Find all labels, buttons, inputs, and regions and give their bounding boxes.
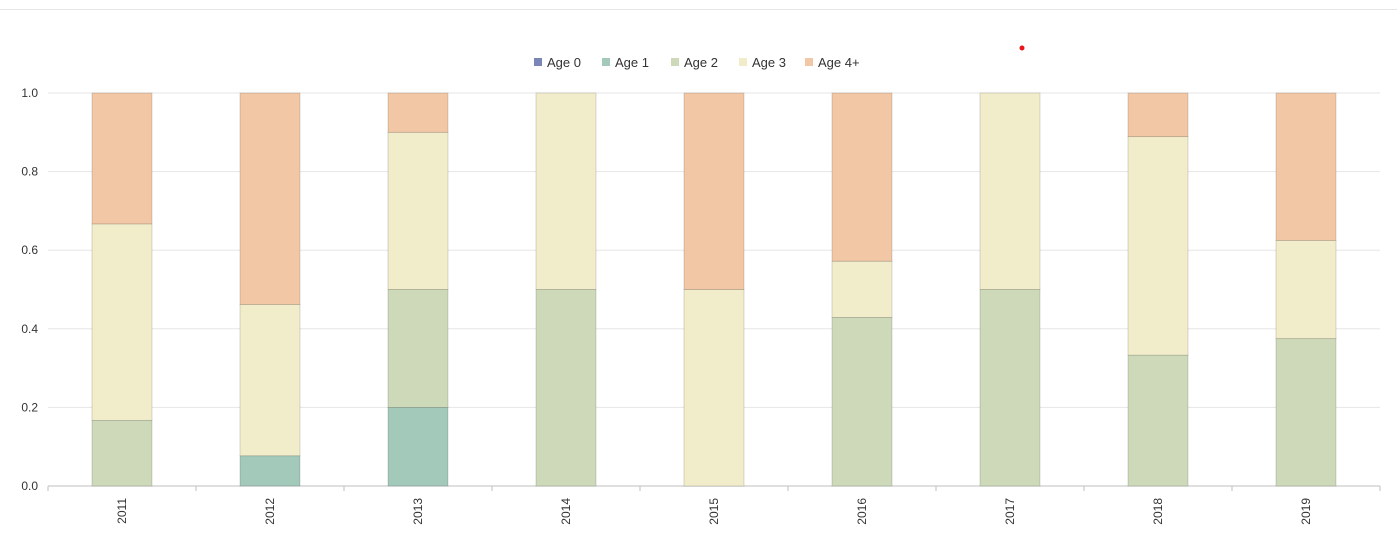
x-tick-label: 2011: [115, 498, 129, 524]
bar-2013-series-1[interactable]: [387, 406, 449, 487]
y-tick-label: 0.2: [21, 400, 38, 414]
legend-label: Age 4+: [818, 55, 860, 70]
legend-item-4[interactable]: Age 4+: [805, 55, 860, 70]
x-tick-label: 2019: [1299, 498, 1313, 525]
y-tick-label: 1.0: [21, 86, 38, 100]
bar-2013-series-4[interactable]: [387, 92, 449, 133]
y-tick-label: 0.0: [21, 479, 38, 493]
bar-2016-series-4[interactable]: [831, 92, 893, 262]
legend-swatch: [602, 58, 610, 66]
y-tick-label: 0.6: [21, 243, 38, 257]
x-tick-label: 2013: [411, 498, 425, 525]
bar-2017-series-2[interactable]: [979, 289, 1041, 487]
y-tick-label: 0.4: [21, 322, 38, 336]
bar-2015-series-3[interactable]: [683, 289, 745, 487]
y-tick-label: 0.8: [21, 165, 38, 179]
bar-2019-series-4[interactable]: [1275, 92, 1337, 241]
bar-2011-series-4[interactable]: [91, 92, 153, 225]
bar-2018-series-2[interactable]: [1127, 354, 1189, 487]
legend-label: Age 1: [615, 55, 649, 70]
bar-2019-series-2[interactable]: [1275, 338, 1337, 487]
bar-2019-series-3[interactable]: [1275, 239, 1337, 340]
legend-label: Age 2: [684, 55, 718, 70]
legend-swatch: [671, 58, 679, 66]
legend-label: Age 0: [547, 55, 581, 70]
bar-2011-series-3[interactable]: [91, 223, 153, 421]
bar-2011-series-2[interactable]: [91, 419, 153, 487]
x-tick-label: 2016: [855, 498, 869, 525]
legend-item-2[interactable]: Age 2: [671, 55, 718, 70]
x-tick-label: 2014: [559, 498, 573, 525]
legend-item-1[interactable]: Age 1: [602, 55, 649, 70]
legend-swatch: [534, 58, 542, 66]
legend-item-3[interactable]: Age 3: [739, 55, 786, 70]
bar-2012-series-1[interactable]: [239, 455, 301, 487]
bar-2013-series-3[interactable]: [387, 131, 449, 290]
x-tick-label: 2017: [1003, 498, 1017, 525]
bar-2016-series-3[interactable]: [831, 260, 893, 318]
bar-2018-series-4[interactable]: [1127, 92, 1189, 138]
bar-2015-series-4[interactable]: [683, 92, 745, 290]
bar-2014-series-2[interactable]: [535, 289, 597, 487]
legend-swatch: [805, 58, 813, 66]
legend-label: Age 3: [752, 55, 786, 70]
bar-2016-series-2[interactable]: [831, 317, 893, 487]
axes: 0.0 0.2 0.4 0.6 0.8 1.0 2011 2012 2013 2014 2015 20…: [21, 86, 1381, 525]
bar-2018-series-3[interactable]: [1127, 136, 1189, 356]
red-dot-marker: [1019, 45, 1025, 51]
legend-item-0[interactable]: Age 0: [534, 55, 581, 70]
x-tick-label: 2018: [1151, 498, 1165, 525]
x-tick-label: 2012: [263, 498, 277, 525]
bar-2013-series-2[interactable]: [387, 289, 449, 408]
bar-2012-series-3[interactable]: [239, 304, 301, 457]
bar-2017-series-3[interactable]: [979, 92, 1041, 290]
bars: [91, 92, 1337, 487]
header-divider: [0, 9, 1397, 10]
x-tick-label: 2015: [707, 498, 721, 525]
legend-swatch: [739, 58, 747, 66]
bar-2014-series-3[interactable]: [535, 92, 597, 290]
bar-2012-series-4[interactable]: [239, 92, 301, 305]
legend[interactable]: Age 0 Age 1 Age 2 Age 3 Age 4+: [534, 55, 860, 70]
